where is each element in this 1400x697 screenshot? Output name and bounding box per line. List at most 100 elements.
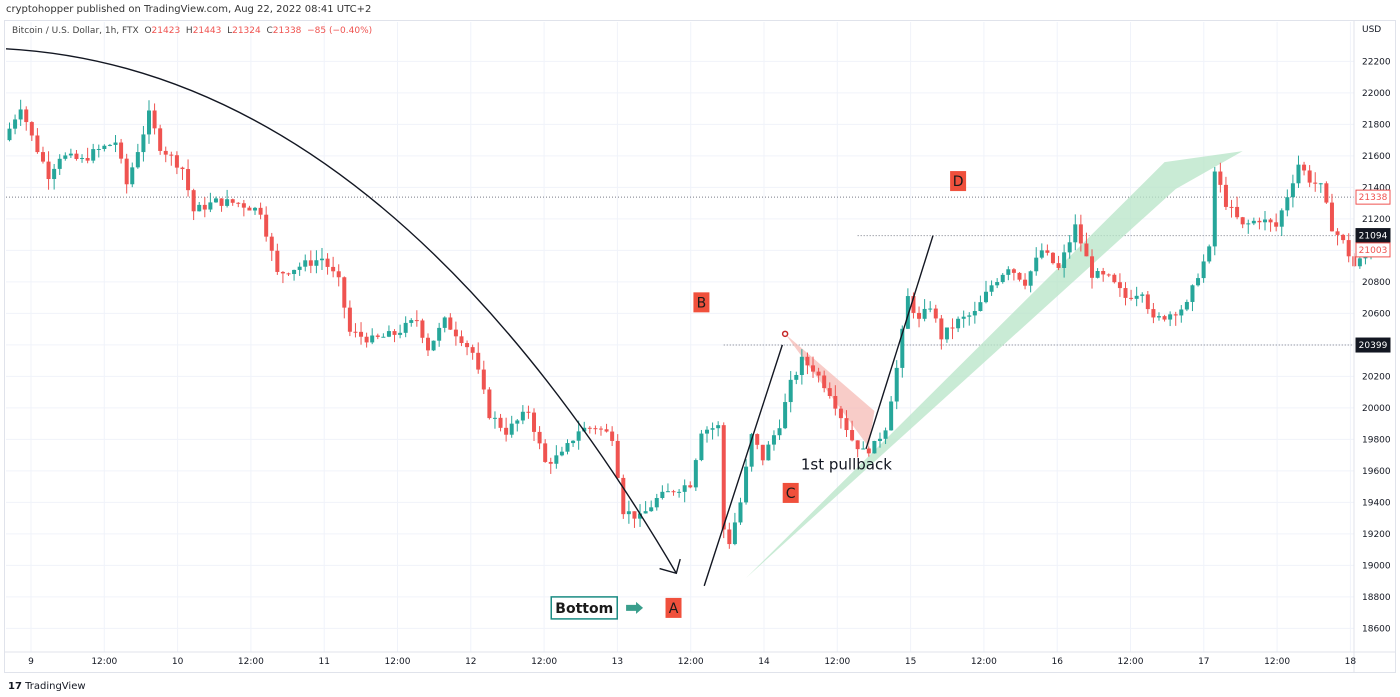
candle-body[interactable] [766, 444, 771, 461]
candle-body[interactable] [498, 417, 503, 428]
candle-body[interactable] [102, 145, 107, 149]
candle-body[interactable] [621, 477, 626, 515]
candle-body[interactable] [353, 331, 358, 333]
candle-body[interactable] [492, 417, 497, 419]
candle-body[interactable] [202, 204, 207, 210]
candle-body[interactable] [989, 285, 994, 292]
candle-body[interactable] [1028, 271, 1033, 286]
candle-body[interactable] [571, 440, 576, 444]
candle-body[interactable] [699, 433, 704, 461]
candle-body[interactable] [900, 328, 905, 368]
candle-body[interactable] [487, 389, 492, 419]
candle-body[interactable] [1117, 282, 1122, 289]
candle-body[interactable] [610, 431, 615, 441]
candle-body[interactable] [1039, 250, 1044, 258]
candle-body[interactable] [18, 109, 23, 120]
candle-body[interactable] [1145, 294, 1150, 310]
candle-body[interactable] [448, 317, 453, 330]
candle-body[interactable] [532, 412, 537, 432]
candle-body[interactable] [1006, 269, 1011, 275]
candle-body[interactable] [403, 322, 408, 333]
candle-body[interactable] [68, 153, 73, 156]
candle-body[interactable] [236, 202, 241, 204]
candle-body[interactable] [1290, 183, 1295, 198]
candle-body[interactable] [755, 434, 760, 445]
candle-body[interactable] [1240, 217, 1245, 225]
candle-body[interactable] [1034, 257, 1039, 272]
candle-body[interactable] [1156, 316, 1161, 318]
candle-body[interactable] [359, 331, 364, 337]
candle-body[interactable] [208, 202, 213, 210]
candle-body[interactable] [342, 277, 347, 308]
candle-body[interactable] [1285, 197, 1290, 211]
candle-body[interactable] [386, 331, 391, 337]
candle-body[interactable] [682, 485, 687, 492]
candle-body[interactable] [582, 427, 587, 432]
candle-body[interactable] [883, 430, 888, 439]
candle-body[interactable] [905, 296, 910, 329]
candle-body[interactable] [1056, 263, 1061, 268]
candle-body[interactable] [749, 434, 754, 467]
candle-body[interactable] [811, 365, 816, 372]
candle-body[interactable] [1212, 171, 1217, 247]
candle-body[interactable] [688, 485, 693, 488]
candle-body[interactable] [671, 491, 676, 493]
candle-body[interactable] [1207, 246, 1212, 262]
candle-body[interactable] [598, 428, 603, 430]
candle-body[interactable] [677, 491, 682, 493]
candle-body[interactable] [80, 158, 85, 160]
candle-body[interactable] [1296, 164, 1301, 184]
candle-body[interactable] [1179, 309, 1184, 316]
candle-body[interactable] [135, 152, 140, 168]
candle-body[interactable] [1229, 206, 1234, 208]
candle-body[interactable] [933, 308, 938, 319]
candle-body[interactable] [1140, 294, 1145, 296]
candle-body[interactable] [292, 269, 297, 275]
candle-body[interactable] [230, 199, 235, 203]
candle-body[interactable] [258, 207, 263, 215]
candle-body[interactable] [191, 190, 196, 212]
candle-body[interactable] [297, 266, 302, 270]
candle-body[interactable] [269, 236, 274, 251]
candle-body[interactable] [855, 440, 860, 450]
candle-body[interactable] [124, 158, 129, 185]
candle-body[interactable] [944, 327, 949, 340]
candle-body[interactable] [1318, 183, 1323, 185]
candle-body[interactable] [130, 167, 135, 185]
candle-body[interactable] [370, 335, 375, 343]
candle-body[interactable] [665, 491, 670, 493]
candle-body[interactable] [922, 308, 927, 319]
candle-body[interactable] [1268, 219, 1273, 223]
candle-body[interactable] [319, 258, 324, 261]
candle-body[interactable] [96, 148, 101, 150]
candle-body[interactable] [537, 431, 542, 444]
candle-body[interactable] [314, 260, 319, 266]
candle-body[interactable] [476, 352, 481, 370]
candle-body[interactable] [654, 497, 659, 508]
candle-body[interactable] [1017, 272, 1022, 280]
candle-body[interactable] [158, 128, 163, 151]
candle-body[interactable] [732, 522, 737, 545]
candle-body[interactable] [604, 429, 609, 432]
candle-body[interactable] [24, 109, 29, 123]
candle-body[interactable] [7, 128, 12, 141]
candle-body[interactable] [1123, 288, 1128, 298]
candle-body[interactable] [470, 347, 475, 353]
candle-body[interactable] [459, 336, 464, 344]
candle-body[interactable] [593, 428, 598, 430]
candle-body[interactable] [554, 455, 559, 464]
candle-body[interactable] [1251, 220, 1256, 224]
candle-body[interactable] [169, 154, 174, 156]
candle-body[interactable] [1307, 170, 1312, 183]
candle-body[interactable] [107, 144, 112, 146]
candle-body[interactable] [1235, 206, 1240, 218]
candle-body[interactable] [1274, 222, 1279, 227]
candle-body[interactable] [431, 340, 436, 351]
candle-body[interactable] [760, 444, 765, 461]
candle-body[interactable] [504, 427, 509, 435]
candle-body[interactable] [420, 320, 425, 338]
candle-body[interactable] [1062, 252, 1067, 268]
candle-body[interactable] [280, 271, 285, 274]
candle-body[interactable] [465, 343, 470, 348]
